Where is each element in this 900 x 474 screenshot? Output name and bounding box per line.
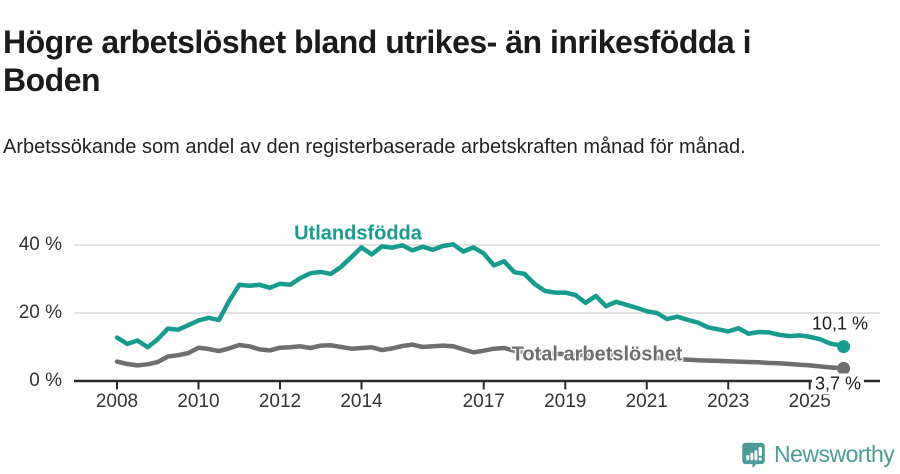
newsworthy-wordmark: Newsworthy bbox=[774, 441, 895, 467]
chart-subtitle: Arbetssökande som andel av den registerb… bbox=[3, 136, 746, 158]
x-tick-label-2014: 2014 bbox=[340, 391, 383, 412]
x-tick-label-2023: 2023 bbox=[707, 391, 750, 412]
newsworthy-logo-icon bbox=[742, 442, 765, 468]
x-tick-label-2021: 2021 bbox=[625, 391, 668, 412]
y-tick-label-0: 0 % bbox=[29, 370, 62, 391]
newsworthy-brand: Newsworthy bbox=[740, 441, 895, 468]
y-tick-label-40: 40 % bbox=[18, 234, 62, 255]
x-tick-label-2010: 2010 bbox=[177, 391, 220, 412]
line-series-0 bbox=[114, 242, 846, 350]
series-label-total-arbetsloshet: Total arbetslöshet bbox=[511, 343, 683, 366]
line-series-1 bbox=[114, 342, 846, 371]
page-title: Högre arbetslöshet bland utrikes- än inr… bbox=[3, 24, 752, 99]
series-label-utlandsfodda: Utlandsfödda bbox=[294, 222, 422, 245]
x-tick-label-2019: 2019 bbox=[544, 391, 587, 412]
x-tick-label-2008: 2008 bbox=[95, 391, 139, 412]
end-dot-series-0 bbox=[837, 340, 851, 354]
x-tick-label-2017: 2017 bbox=[462, 391, 505, 412]
x-tick-label-2025: 2025 bbox=[788, 391, 831, 412]
end-value-label-total-arbetsloshet: 3,7 % bbox=[811, 373, 865, 395]
end-value-label-utlandsfodda: 10,1 % bbox=[811, 313, 868, 334]
y-tick-label-20: 20 % bbox=[18, 302, 62, 323]
end-dot-series-1 bbox=[837, 361, 851, 375]
x-tick-label-2012: 2012 bbox=[258, 391, 302, 412]
